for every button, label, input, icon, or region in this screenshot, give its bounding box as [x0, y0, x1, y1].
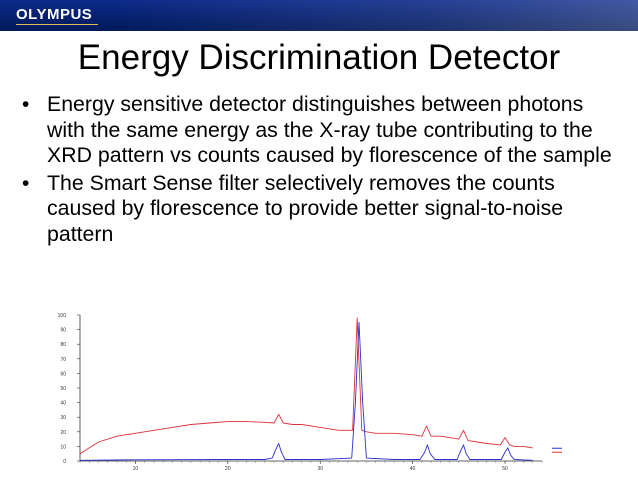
- y-tick-label: 60: [60, 371, 66, 377]
- x-tick-label: 20: [225, 466, 231, 472]
- series-line-1: [79, 317, 533, 455]
- y-tick-label: 40: [60, 401, 66, 407]
- xrd-chart: 0 10 20 30 40 50 60 70 80 90 100 10 20 30 40 50: [58, 313, 562, 472]
- header-bar: OLYMPUS: [0, 0, 638, 31]
- y-tick-label: 100: [58, 313, 67, 319]
- y-tick-label: 90: [60, 328, 66, 334]
- slide-title: Energy Discrimination Detector: [77, 38, 561, 77]
- y-tick-label: 70: [60, 357, 66, 363]
- y-tick-label: 10: [60, 444, 66, 450]
- x-tick-label: 10: [133, 466, 139, 472]
- bullet-icon: •: [22, 171, 30, 195]
- y-tick-label: 50: [60, 386, 66, 392]
- header-swoosh: [110, 0, 638, 31]
- bullet-icon: •: [22, 93, 30, 116]
- olympus-logo: OLYMPUS: [16, 6, 93, 23]
- x-tick-label: 30: [317, 466, 323, 472]
- x-tick-label: 40: [410, 466, 416, 472]
- y-tick-label: 30: [60, 415, 66, 421]
- y-tick-label: 80: [60, 342, 66, 348]
- x-tick-label: 50: [502, 466, 508, 472]
- bullet-item: • Energy sensitive detector distinguishe…: [22, 92, 622, 169]
- logo-underline: [16, 24, 98, 25]
- y-tick-label: 20: [60, 430, 66, 436]
- series-line-2: [79, 321, 533, 461]
- y-tick-label: 0: [63, 459, 66, 465]
- bullet-item: • The Smart Sense filter selectively rem…: [22, 171, 622, 248]
- bullet-list: • Energy sensitive detector distinguishe…: [22, 92, 622, 249]
- bullet-text: The Smart Sense filter selectively remov…: [47, 170, 564, 246]
- bullet-text: Energy sensitive detector distinguishes …: [47, 92, 612, 167]
